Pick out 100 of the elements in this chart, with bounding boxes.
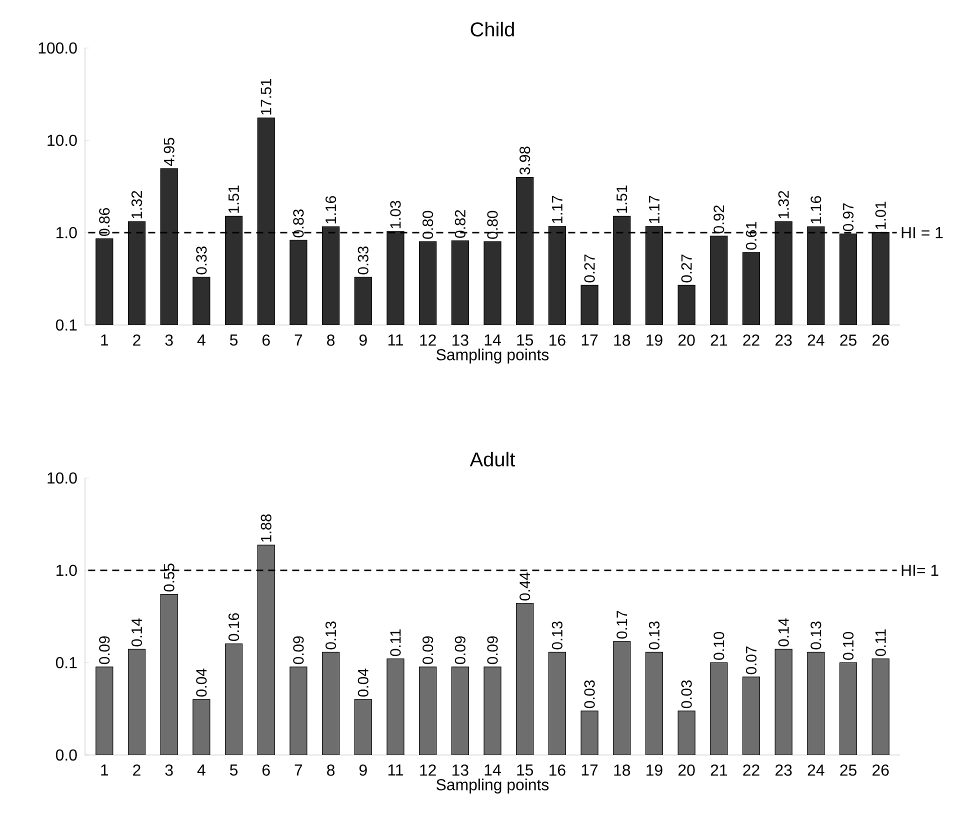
- x-tick-label: 20: [678, 764, 695, 776]
- data-label: 0.03: [681, 680, 692, 708]
- data-label: 0.33: [358, 246, 368, 274]
- x-tick-label: 1: [101, 334, 108, 346]
- x-tick-label: 22: [743, 334, 760, 346]
- data-label: 0.09: [487, 636, 498, 664]
- data-label: 1.17: [552, 196, 562, 224]
- x-tick-label: 12: [420, 764, 436, 776]
- data-label: 0.13: [810, 622, 822, 650]
- x-tick-label: 5: [230, 334, 238, 346]
- data-label: 1.01: [875, 202, 886, 229]
- x-tick-label: 21: [710, 334, 727, 346]
- x-tick-label: 3: [165, 334, 173, 346]
- x-tick-label: 25: [840, 334, 856, 346]
- data-label: 1.51: [616, 186, 628, 213]
- chart-title: Adult: [470, 452, 516, 466]
- y-tick-label: 10.0: [48, 472, 77, 484]
- data-label: 0.17: [616, 610, 628, 639]
- data-label: 0.44: [520, 572, 530, 600]
- data-label: 3.98: [520, 146, 530, 175]
- x-tick-label: 2: [133, 334, 140, 346]
- x-tick-label: 11: [388, 334, 403, 346]
- data-label: 1.32: [131, 190, 142, 218]
- y-tick-label: 0.1: [56, 319, 77, 331]
- x-tick-label: 17: [582, 334, 598, 346]
- data-label: 0.83: [293, 210, 304, 238]
- x-tick-label: 7: [294, 334, 302, 346]
- x-axis-title: Sampling points: [436, 778, 549, 794]
- data-label: 0.04: [196, 668, 207, 697]
- data-label: 0.14: [131, 618, 142, 646]
- x-tick-label: 26: [872, 764, 889, 776]
- x-tick-label: 6: [262, 764, 270, 776]
- x-tick-label: 14: [484, 764, 501, 776]
- data-label: 0.11: [875, 629, 886, 656]
- x-tick-label: 25: [840, 764, 856, 776]
- data-label: 0.03: [584, 680, 595, 708]
- x-tick-label: 22: [743, 764, 760, 776]
- x-tick-label: 13: [452, 334, 468, 346]
- x-tick-label: 6: [262, 334, 270, 346]
- data-label: 0.97: [842, 203, 854, 232]
- x-tick-label: 16: [550, 334, 566, 346]
- data-label: 0.13: [648, 622, 660, 650]
- data-label: 0.13: [552, 622, 562, 650]
- data-label: 0.09: [293, 636, 304, 664]
- x-tick-label: 15: [517, 334, 534, 346]
- data-label: 4.95: [164, 138, 174, 166]
- x-tick-label: 4: [197, 764, 206, 776]
- x-tick-label: 16: [550, 764, 566, 776]
- chart-title: Child: [470, 22, 514, 36]
- data-label: 0.07: [746, 646, 757, 674]
- data-label: 0.27: [681, 254, 692, 282]
- x-axis-title: Sampling points: [436, 348, 549, 364]
- x-tick-label: 17: [582, 764, 598, 776]
- x-tick-label: 14: [484, 334, 501, 346]
- x-tick-label: 9: [359, 334, 367, 346]
- x-tick-label: 20: [678, 334, 695, 346]
- x-tick-label: 5: [230, 764, 238, 776]
- data-label: 0.27: [584, 254, 595, 282]
- x-tick-label: 19: [646, 334, 662, 346]
- data-label: 0.82: [454, 210, 466, 238]
- data-label: 0.09: [99, 636, 110, 664]
- x-tick-label: 13: [452, 764, 468, 776]
- x-tick-label: 4: [197, 334, 206, 346]
- data-label: 0.55: [164, 564, 174, 592]
- x-tick-label: 1: [101, 764, 108, 776]
- data-label: 0.61: [746, 222, 757, 250]
- data-label: 0.09: [422, 636, 434, 664]
- data-label: 1.16: [810, 196, 822, 224]
- x-tick-label: 8: [327, 334, 335, 346]
- ref-line-label: HI = 1: [902, 227, 943, 238]
- y-tick-label: 1.0: [56, 564, 77, 576]
- x-tick-label: 2: [133, 764, 140, 776]
- data-label: 0.86: [99, 208, 110, 236]
- y-tick-label: 0.0: [56, 749, 77, 761]
- x-tick-label: 23: [776, 334, 792, 346]
- data-label: 0.80: [487, 210, 498, 239]
- data-label: 0.14: [778, 618, 789, 646]
- data-label: 1.32: [778, 190, 789, 218]
- x-tick-label: 7: [294, 764, 302, 776]
- x-tick-label: 8: [327, 764, 335, 776]
- ref-line-label: HI= 1: [902, 564, 938, 576]
- data-label: 0.11: [390, 629, 401, 656]
- x-tick-label: 12: [420, 334, 436, 346]
- x-tick-label: 15: [517, 764, 534, 776]
- y-tick-label: 100.0: [38, 42, 77, 54]
- data-label: 0.92: [714, 205, 724, 234]
- x-tick-label: 18: [614, 764, 630, 776]
- data-label: 1.03: [390, 200, 401, 228]
- y-tick-label: 1.0: [56, 227, 77, 238]
- data-label: 1.16: [326, 196, 336, 224]
- data-label: 0.13: [326, 622, 336, 650]
- data-label: 0.33: [196, 246, 207, 274]
- x-tick-label: 23: [776, 764, 792, 776]
- x-tick-label: 19: [646, 764, 662, 776]
- data-label: 1.51: [228, 186, 239, 213]
- x-tick-label: 24: [808, 764, 824, 776]
- data-label: 1.17: [649, 196, 660, 224]
- y-tick-label: 10.0: [48, 134, 77, 146]
- y-tick-label: 0.1: [56, 657, 77, 668]
- x-tick-label: 24: [808, 334, 824, 346]
